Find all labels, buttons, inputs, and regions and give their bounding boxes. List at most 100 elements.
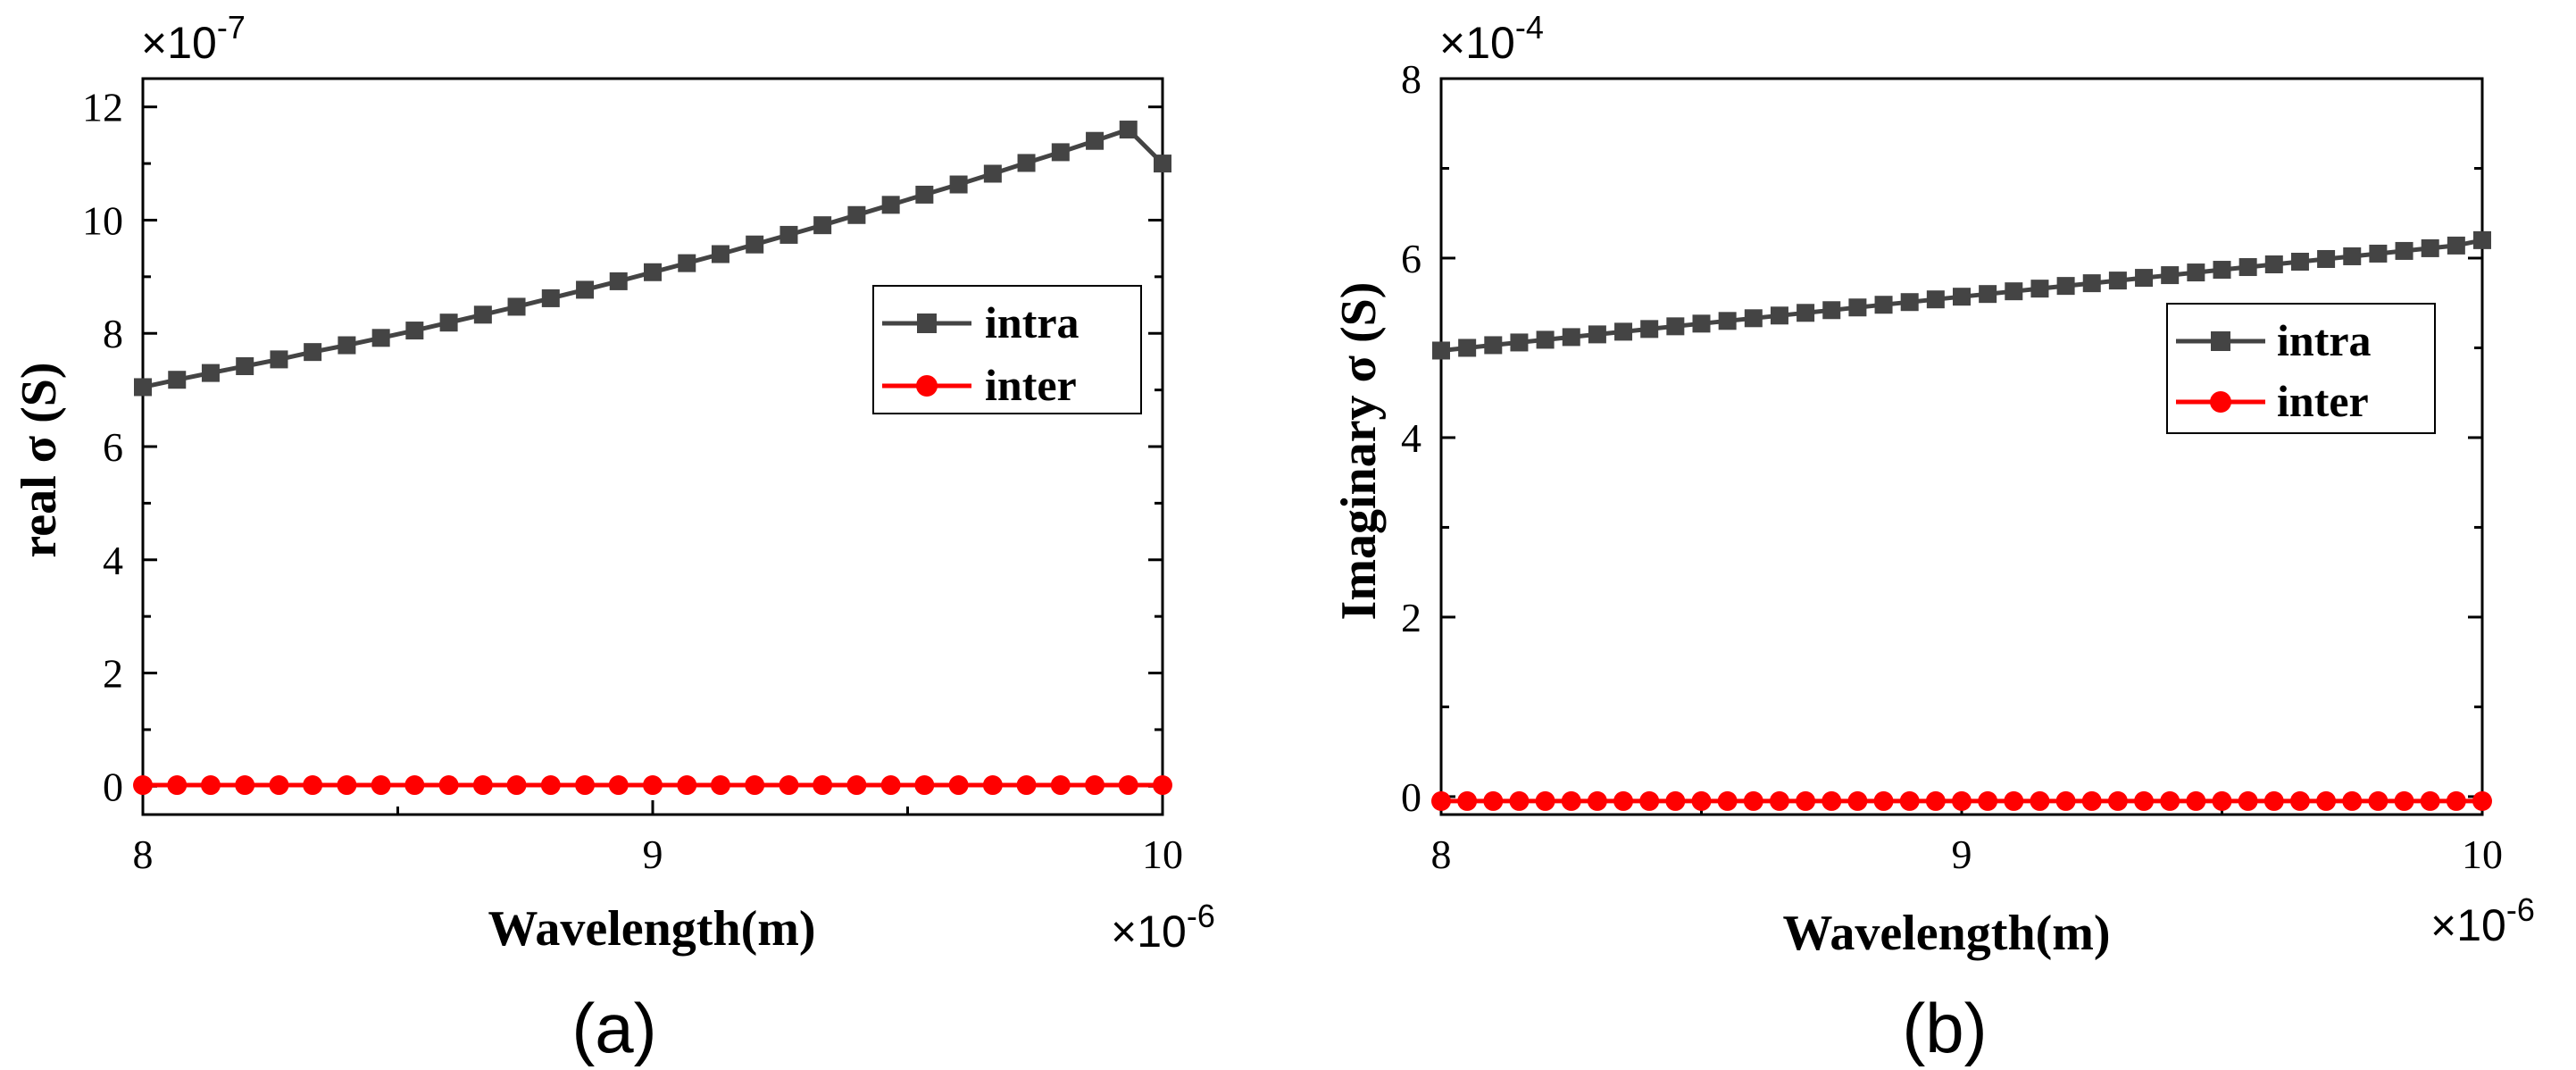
- data-point-inter-a: [1085, 775, 1105, 796]
- data-point-intra-a: [881, 196, 900, 214]
- data-point-inter-a: [710, 775, 730, 796]
- data-point-intra-b: [1432, 341, 1450, 360]
- data-point-intra-b: [2135, 269, 2154, 288]
- data-point-inter-a: [575, 775, 596, 796]
- data-point-intra-b: [1874, 296, 1893, 314]
- y-tick-label-b: 2: [1401, 595, 1421, 640]
- data-point-intra-a: [644, 263, 662, 281]
- data-point-intra-a: [1017, 154, 1036, 172]
- data-point-intra-b: [1666, 317, 1685, 336]
- data-point-inter-a: [371, 775, 391, 796]
- panel-label-a: (a): [571, 989, 656, 1067]
- data-point-inter-b: [2238, 790, 2258, 811]
- data-point-intra-b: [1510, 333, 1529, 352]
- data-point-intra-b: [2187, 263, 2205, 282]
- data-point-intra-a: [507, 297, 526, 316]
- y-multiplier-a: ×10-7: [141, 9, 246, 68]
- data-point-intra-b: [1900, 293, 1919, 312]
- data-point-inter-a: [133, 775, 153, 796]
- data-point-intra-b: [1797, 304, 1815, 322]
- x-tick-label-b: 10: [2462, 832, 2503, 877]
- data-point-inter-a: [200, 775, 221, 796]
- data-point-inter-a: [167, 775, 188, 796]
- data-point-intra-a: [609, 272, 628, 290]
- data-point-intra-b: [2030, 280, 2049, 298]
- data-point-inter-b: [1769, 790, 1789, 811]
- legend-marker-intra-b: [2211, 331, 2230, 351]
- data-point-inter-b: [1613, 790, 1634, 811]
- plot-area-a: 8 9 10 0 2 4 6 8 10 12: [82, 77, 1183, 877]
- data-point-intra-b: [1640, 320, 1659, 339]
- data-point-inter-a: [1050, 775, 1071, 796]
- y-tick-label-b: 4: [1401, 415, 1421, 461]
- y-tick-label-a: 12: [82, 85, 123, 130]
- data-point-inter-b: [1483, 790, 1504, 811]
- data-point-inter-a: [677, 775, 697, 796]
- data-point-inter-b: [2212, 790, 2232, 811]
- y-axis-title-b: Imaginary σ (S): [1331, 282, 1387, 621]
- data-point-intra-b: [1458, 339, 1477, 357]
- data-point-intra-b: [2161, 266, 2180, 285]
- data-point-intra-b: [1979, 285, 1997, 304]
- data-point-intra-a: [168, 371, 187, 389]
- data-point-inter-b: [1873, 790, 1894, 811]
- y-tick-label-b: 6: [1401, 236, 1421, 281]
- data-point-inter-a: [303, 775, 323, 796]
- data-point-inter-b: [1535, 790, 1555, 811]
- data-point-intra-a: [1119, 121, 1138, 139]
- data-point-intra-b: [1484, 336, 1503, 355]
- data-point-intra-a: [338, 336, 356, 355]
- x-tick-label-a: 10: [1142, 832, 1183, 877]
- legend-box-b: [2166, 303, 2436, 434]
- data-point-inter-b: [2055, 790, 2076, 811]
- y-tick-label-a: 6: [103, 424, 123, 470]
- data-point-intra-b: [2369, 244, 2388, 263]
- data-point-intra-b: [2056, 277, 2075, 296]
- plot-area-b: 8 9 10 0 2 4 6 8: [1401, 56, 2503, 877]
- legend-marker-inter-a: [916, 375, 938, 397]
- data-point-intra-a: [915, 185, 934, 204]
- legend-marker-inter-b: [2210, 391, 2231, 413]
- data-point-inter-b: [1978, 790, 1998, 811]
- legend-label-intra-b: intra: [2277, 315, 2372, 365]
- legend-label-intra-a: intra: [985, 297, 1080, 347]
- data-point-intra-b: [1536, 330, 1555, 349]
- data-point-inter-b: [1561, 790, 1581, 811]
- data-point-intra-a: [270, 350, 288, 369]
- data-point-inter-a: [643, 775, 663, 796]
- data-point-inter-b: [1925, 790, 1946, 811]
- data-point-intra-a: [847, 205, 866, 224]
- data-point-intra-b: [1848, 298, 1867, 317]
- data-point-intra-b: [1692, 314, 1711, 333]
- data-point-intra-a: [473, 305, 492, 324]
- data-point-inter-a: [1016, 775, 1037, 796]
- data-point-intra-a: [983, 164, 1002, 183]
- data-point-intra-b: [1926, 290, 1945, 309]
- data-point-inter-b: [2472, 790, 2492, 811]
- data-point-intra-b: [1744, 309, 1763, 328]
- x-multiplier-a: ×10-6: [1111, 898, 1215, 957]
- data-point-inter-a: [880, 775, 901, 796]
- data-point-intra-b: [1822, 301, 1841, 320]
- axes-frame-b: [1439, 77, 2484, 816]
- data-point-intra-b: [1614, 322, 1633, 341]
- data-point-intra-a: [134, 378, 152, 397]
- y-tick-label-a: 0: [103, 764, 123, 809]
- data-point-inter-b: [2289, 790, 2310, 811]
- data-point-inter-a: [235, 775, 255, 796]
- data-point-intra-b: [2108, 272, 2127, 290]
- data-point-intra-a: [678, 254, 696, 272]
- data-point-inter-b: [2342, 790, 2363, 811]
- data-point-inter-a: [779, 775, 799, 796]
- data-point-inter-a: [438, 775, 459, 796]
- x-tick-label-b: 9: [1952, 832, 1972, 877]
- panel-label-b: (b): [1902, 989, 1987, 1067]
- data-point-inter-b: [1952, 790, 1972, 811]
- data-point-intra-a: [541, 288, 560, 307]
- data-point-inter-b: [2420, 790, 2440, 811]
- data-point-inter-a: [1118, 775, 1138, 796]
- data-point-inter-b: [1457, 790, 1478, 811]
- data-point-intra-b: [1562, 328, 1580, 347]
- data-point-inter-a: [982, 775, 1003, 796]
- data-point-intra-a: [1154, 155, 1171, 173]
